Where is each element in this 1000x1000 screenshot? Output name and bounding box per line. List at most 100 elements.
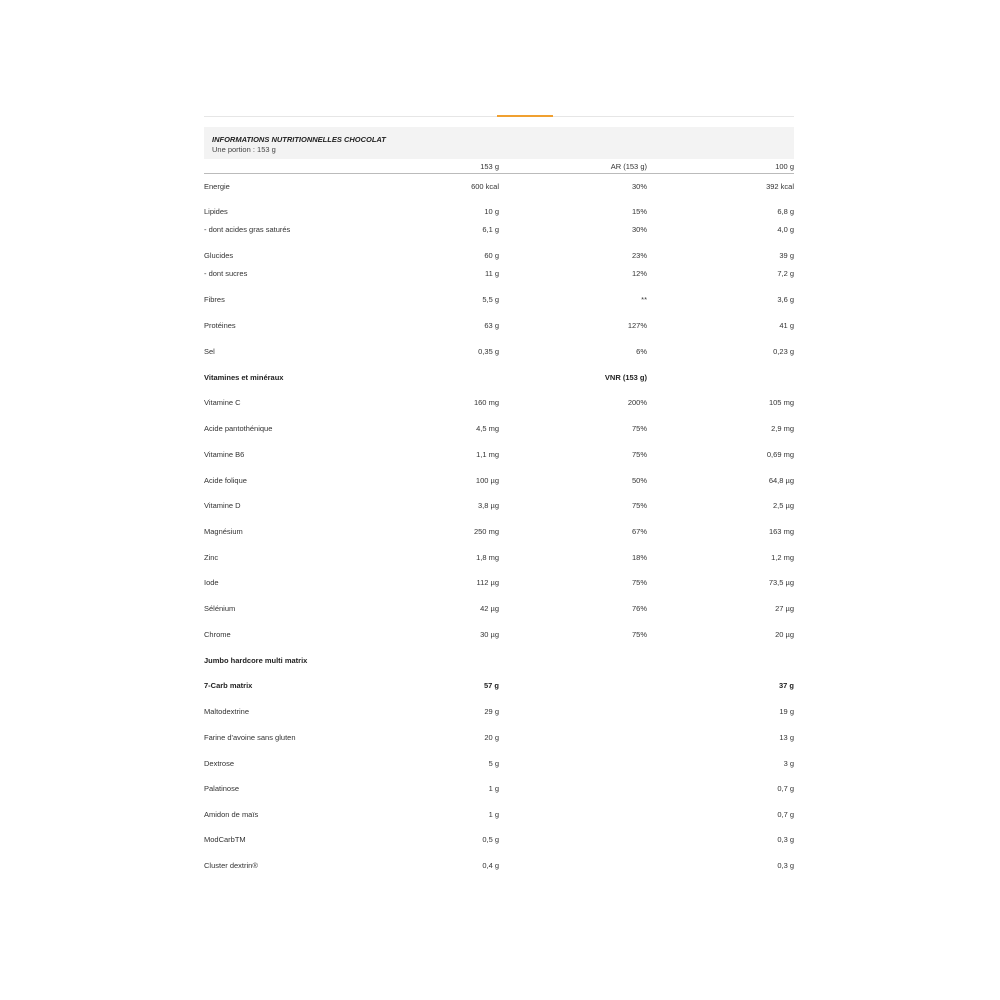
table-row: Cluster dextrin® 0,4 g 0,3 g xyxy=(204,861,794,871)
value-100g: 13 g xyxy=(779,733,794,742)
value-ar: VNR (153 g) xyxy=(604,373,647,382)
row-label: Acide folique xyxy=(204,476,247,485)
value-ar: 50% xyxy=(631,476,647,485)
value-100g: 3,6 g xyxy=(777,295,794,304)
table-row: ModCarbTM 0,5 g 0,3 g xyxy=(204,835,794,845)
value-portion: 1,8 mg xyxy=(476,553,499,562)
value-100g: 19 g xyxy=(779,707,794,716)
value-ar: 75% xyxy=(631,578,647,587)
row-label: Maltodextrine xyxy=(204,707,250,716)
table-row: Sélénium 42 µg 76% 27 µg xyxy=(204,604,794,614)
table-row: Palatinose 1 g 0,7 g xyxy=(204,784,794,794)
table-row: Lipides 10 g 15% 6,8 g xyxy=(204,207,794,217)
value-ar: 75% xyxy=(631,450,647,459)
value-ar: 12% xyxy=(631,269,647,278)
value-portion: 1,1 mg xyxy=(476,450,499,459)
value-ar: 23% xyxy=(631,251,647,260)
value-100g: 0,7 g xyxy=(777,810,794,819)
table-row: Magnésium 250 mg 67% 163 mg xyxy=(204,527,794,537)
table-row: Energie 600 kcal 30% 392 kcal xyxy=(204,182,794,192)
value-100g: 6,8 g xyxy=(777,207,794,216)
value-ar: 6% xyxy=(636,347,647,356)
table-row: Fibres 5,5 g ** 3,6 g xyxy=(204,295,794,305)
row-label: Acide pantothénique xyxy=(204,424,273,433)
value-100g: 163 mg xyxy=(768,527,794,536)
value-100g: 0,3 g xyxy=(777,835,794,844)
value-100g: 0,7 g xyxy=(777,784,794,793)
row-label: Farine d'avoine sans gluten xyxy=(204,733,296,742)
table-row: Vitamine C 160 mg 200% 105 mg xyxy=(204,398,794,408)
row-label: - dont sucres xyxy=(204,269,248,278)
table-row: Vitamine D 3,8 µg 75% 2,5 µg xyxy=(204,501,794,511)
row-label: Palatinose xyxy=(204,784,240,793)
value-portion: 0,4 g xyxy=(482,861,499,870)
row-label: Sel xyxy=(204,347,215,356)
column-header-100g: 100 g xyxy=(775,162,794,171)
serving-size: Une portion : 153 g xyxy=(212,145,276,154)
value-portion: 250 mg xyxy=(473,527,499,536)
value-ar: 75% xyxy=(631,630,647,639)
value-portion: 600 kcal xyxy=(471,182,499,191)
value-ar: ** xyxy=(641,295,647,304)
value-100g: 39 g xyxy=(779,251,794,260)
value-100g: 20 µg xyxy=(775,630,794,639)
value-portion: 5,5 g xyxy=(482,295,499,304)
value-100g: 392 kcal xyxy=(766,182,794,191)
value-100g: 0,23 g xyxy=(773,347,794,356)
value-portion: 1 g xyxy=(488,784,499,793)
value-ar: 76% xyxy=(631,604,647,613)
value-portion: 6,1 g xyxy=(482,225,499,234)
value-ar: 15% xyxy=(631,207,647,216)
value-ar: 18% xyxy=(631,553,647,562)
active-tab-indicator xyxy=(497,115,553,117)
value-portion: 0,5 g xyxy=(482,835,499,844)
value-100g: 37 g xyxy=(778,681,794,690)
value-ar: 200% xyxy=(627,398,647,407)
value-100g: 64,8 µg xyxy=(768,476,794,485)
value-portion: 42 µg xyxy=(480,604,499,613)
table-row: Vitamines et minéraux VNR (153 g) xyxy=(204,373,794,383)
table-row: Maltodextrine 29 g 19 g xyxy=(204,707,794,717)
row-label: Vitamine B6 xyxy=(204,450,245,459)
value-portion: 1 g xyxy=(488,810,499,819)
row-label: Jumbo hardcore multi matrix xyxy=(204,656,308,665)
value-portion: 160 mg xyxy=(473,398,499,407)
value-100g: 0,69 mg xyxy=(766,450,794,459)
row-label: Vitamine C xyxy=(204,398,241,407)
table-row: Zinc 1,8 mg 18% 1,2 mg xyxy=(204,553,794,563)
row-label: Sélénium xyxy=(204,604,236,613)
value-100g: 0,3 g xyxy=(777,861,794,870)
table-row: Sel 0,35 g 6% 0,23 g xyxy=(204,347,794,357)
value-100g: 73,5 µg xyxy=(768,578,794,587)
value-100g: 3 g xyxy=(783,759,794,768)
table-row: 7-Carb matrix 57 g 37 g xyxy=(204,681,794,691)
value-portion: 30 µg xyxy=(480,630,499,639)
table-header-box: INFORMATIONS NUTRITIONNELLES CHOCOLAT Un… xyxy=(204,127,794,159)
value-100g: 2,5 µg xyxy=(772,501,794,510)
value-100g: 1,2 mg xyxy=(771,553,794,562)
table-title: INFORMATIONS NUTRITIONNELLES CHOCOLAT xyxy=(212,135,386,144)
value-100g: 7,2 g xyxy=(777,269,794,278)
value-portion: 29 g xyxy=(484,707,499,716)
table-row: - dont acides gras saturés 6,1 g 30% 4,0 g xyxy=(204,225,794,235)
value-100g: 4,0 g xyxy=(777,225,794,234)
value-portion: 11 g xyxy=(484,269,499,278)
row-label: Energie xyxy=(204,182,230,191)
value-portion: 63 g xyxy=(484,321,499,330)
row-label: Protéines xyxy=(204,321,236,330)
column-header-portion: 153 g xyxy=(480,162,499,171)
row-label: Lipides xyxy=(204,207,228,216)
value-portion: 10 g xyxy=(484,207,499,216)
value-ar: 75% xyxy=(631,424,647,433)
table-row: Protéines 63 g 127% 41 g xyxy=(204,321,794,331)
value-portion: 5 g xyxy=(488,759,499,768)
value-portion: 4,5 mg xyxy=(476,424,499,433)
value-portion: 57 g xyxy=(483,681,499,690)
table-row: Jumbo hardcore multi matrix xyxy=(204,656,794,666)
row-label: Chrome xyxy=(204,630,231,639)
value-portion: 112 µg xyxy=(476,578,499,587)
table-row: Acide folique 100 µg 50% 64,8 µg xyxy=(204,476,794,486)
value-portion: 0,35 g xyxy=(478,347,499,356)
row-label: Amidon de maïs xyxy=(204,810,259,819)
row-label: Dextrose xyxy=(204,759,235,768)
